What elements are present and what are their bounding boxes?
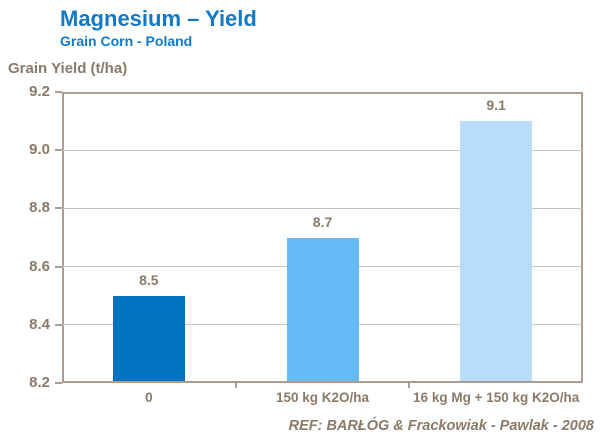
y-tick-mark bbox=[55, 207, 62, 210]
x-axis-label: 16 kg Mg + 150 kg K2O/ha bbox=[413, 390, 580, 405]
gridline bbox=[62, 149, 583, 151]
y-tick-label: 8.2 bbox=[29, 374, 50, 391]
y-tick-mark bbox=[55, 265, 62, 268]
y-tick-label: 8.8 bbox=[29, 199, 50, 217]
x-tick-mark bbox=[234, 383, 237, 388]
x-axis-label: 150 kg K2O/ha bbox=[275, 390, 369, 405]
y-tick-mark bbox=[55, 149, 62, 152]
y-axis-label: Grain Yield (t/ha) bbox=[8, 60, 128, 77]
bar-0 bbox=[112, 295, 185, 381]
reference-text: REF: BARŁÓG & Frackowiak - Pawlak - 2008 bbox=[288, 418, 594, 434]
bar-2 bbox=[460, 121, 533, 381]
y-tick-mark bbox=[55, 91, 62, 93]
bar-value-label: 8.7 bbox=[312, 213, 333, 230]
x-axis-label: 0 bbox=[145, 390, 153, 405]
y-tick-label: 8.4 bbox=[29, 315, 50, 333]
y-tick-mark bbox=[55, 323, 62, 326]
bar-1 bbox=[286, 237, 359, 381]
y-tick-label: 8.6 bbox=[29, 257, 50, 275]
y-tick-label: 9.0 bbox=[29, 141, 50, 159]
chart-title: Magnesium – Yield bbox=[60, 6, 257, 31]
chart-subtitle: Grain Corn - Poland bbox=[60, 33, 193, 49]
gridline bbox=[62, 207, 583, 209]
bar-value-label: 9.1 bbox=[486, 97, 506, 114]
x-tick-mark bbox=[408, 383, 411, 388]
y-tick-mark bbox=[55, 382, 62, 384]
bar-value-label: 8.5 bbox=[139, 271, 159, 288]
y-tick-label: 9.2 bbox=[29, 83, 50, 100]
